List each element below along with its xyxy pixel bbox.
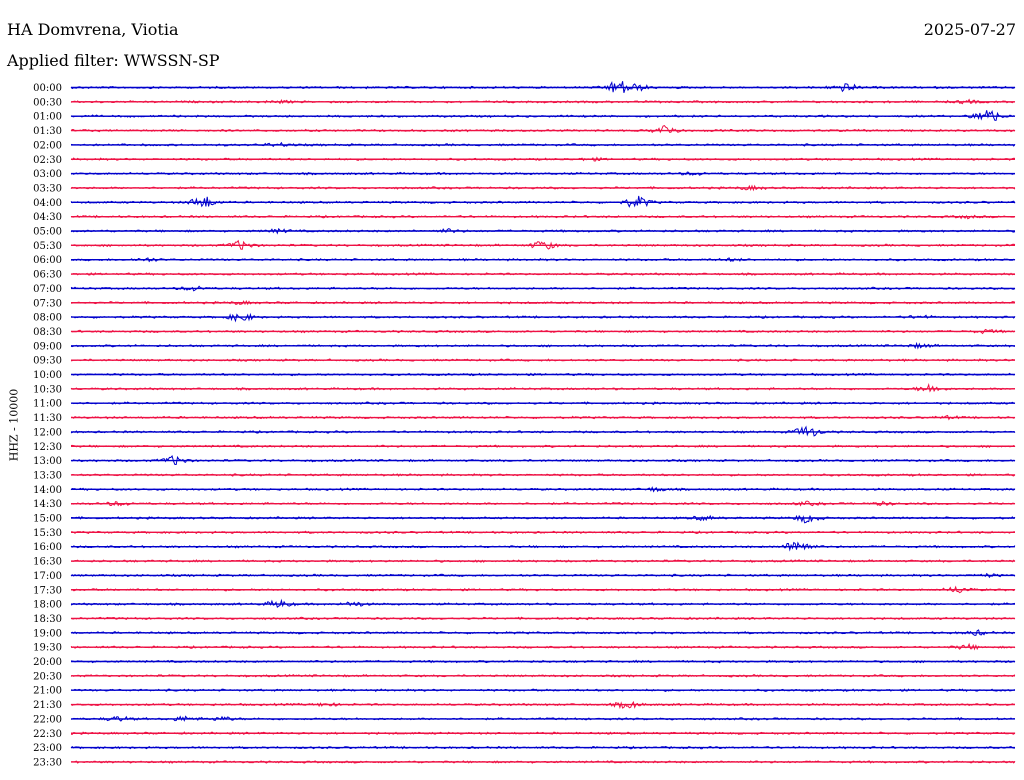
row-time-label: 18:30 [33, 614, 62, 625]
row-time-label: 22:30 [33, 729, 62, 740]
row-time-label: 16:00 [33, 542, 62, 553]
row-time-label: 23:00 [33, 743, 62, 754]
row-time-label: 10:00 [33, 370, 62, 381]
row-time-label: 17:30 [33, 585, 62, 596]
row-time-label: 04:00 [33, 198, 62, 209]
row-time-label: 04:30 [33, 212, 62, 223]
row-time-label: 11:30 [33, 413, 62, 424]
row-time-label: 00:30 [33, 97, 62, 108]
row-time-label: 07:00 [33, 284, 62, 295]
filter-label: Applied filter: WWSSN-SP [7, 51, 220, 70]
row-time-label: 14:00 [33, 485, 62, 496]
row-time-label: 23:30 [33, 757, 62, 768]
row-time-label: 18:00 [33, 600, 62, 611]
row-time-label: 14:30 [33, 499, 62, 510]
row-time-label: 09:00 [33, 341, 62, 352]
trace-1500 [71, 514, 1016, 524]
row-time-label: 11:00 [33, 399, 62, 410]
row-time-label: 01:00 [33, 112, 62, 123]
row-time-label: 13:30 [33, 470, 62, 481]
trace-0100 [70, 109, 1016, 121]
row-time-label: 16:30 [33, 557, 62, 568]
row-time-label: 06:30 [33, 270, 62, 281]
row-time-label: 20:00 [33, 657, 62, 668]
row-time-label: 03:30 [33, 183, 62, 194]
row-time-label: 05:30 [33, 241, 62, 252]
row-time-label: 05:00 [33, 227, 62, 238]
row-time-label: 06:00 [33, 255, 62, 266]
trace-0130 [70, 125, 1016, 134]
row-time-label: 02:00 [33, 140, 62, 151]
row-time-label: 08:30 [33, 327, 62, 338]
row-time-label: 00:00 [33, 83, 62, 94]
row-time-label: 21:00 [33, 686, 62, 697]
row-time-label: 10:30 [33, 384, 62, 395]
trace-1030 [70, 382, 1016, 393]
row-time-label: 22:00 [33, 714, 62, 725]
row-time-label: 19:30 [33, 643, 62, 654]
trace-0400 [70, 195, 1016, 208]
row-time-label: 20:30 [33, 671, 62, 682]
row-time-label: 08:00 [33, 313, 62, 324]
row-time-label: 21:30 [33, 700, 62, 711]
row-time-label: 19:00 [33, 628, 62, 639]
row-time-label: 07:30 [33, 298, 62, 309]
station-title: HA Domvrena, Viotia [7, 20, 179, 39]
row-time-label: 17:00 [33, 571, 62, 582]
row-time-label: 12:00 [33, 427, 62, 438]
row-time-label: 13:00 [33, 456, 62, 467]
row-time-label: 02:30 [33, 155, 62, 166]
date-label: 2025-07-27 [923, 20, 1016, 39]
row-time-label: 03:00 [33, 169, 62, 180]
row-time-label: 01:30 [33, 126, 62, 137]
row-time-label: 09:30 [33, 356, 62, 367]
row-time-label: 15:00 [33, 514, 62, 525]
row-time-label: 12:30 [33, 442, 62, 453]
row-time-label: 15:30 [33, 528, 62, 539]
